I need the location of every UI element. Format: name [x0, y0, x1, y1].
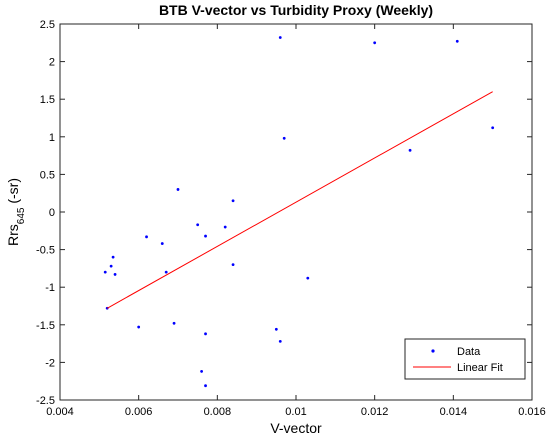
y-tick-label: 0 [49, 207, 55, 219]
data-point [103, 270, 107, 274]
data-point [278, 36, 282, 39]
data-point [113, 273, 117, 276]
data-point [176, 188, 180, 191]
data-point [172, 321, 176, 325]
y-tick-label: -2.5 [36, 395, 55, 407]
x-tick-label: 0.012 [361, 406, 389, 418]
legend-label: Linear Fit [457, 362, 503, 374]
y-axis-label-subscript: 645 [16, 207, 27, 224]
y-tick-label: -2 [45, 357, 55, 369]
legend: Data Linear Fit [404, 338, 526, 380]
data-point [109, 264, 113, 268]
data-point [204, 332, 207, 336]
data-point [274, 327, 278, 331]
y-tick-label: 2.5 [40, 19, 55, 31]
y-axis-label: Rrs645 (-sr) [5, 178, 27, 246]
data-point [196, 223, 200, 227]
y-axis-label-unit: (-sr) [5, 178, 21, 208]
y-axis-label-main: Rrs [5, 224, 21, 246]
x-tick-label: 0.004 [46, 406, 74, 418]
data-point [160, 242, 164, 245]
data-point [408, 148, 412, 152]
data-point [306, 276, 310, 280]
y-tick-label: -0.5 [36, 245, 55, 257]
y-tick-label: 2 [49, 57, 55, 69]
chart-title: BTB V-vector vs Turbidity Proxy (Weekly) [159, 2, 433, 18]
x-tick-label: 0.014 [440, 406, 468, 418]
data-point [145, 235, 148, 239]
legend-marker-data [431, 349, 435, 353]
data-point [373, 41, 377, 45]
legend-box [404, 338, 526, 380]
x-tick-label: 0.01 [285, 406, 306, 418]
x-axis-label: V-vector [270, 420, 322, 436]
x-tick-label: 0.016 [518, 406, 546, 418]
data-point [278, 339, 282, 343]
y-tick-label: 0.5 [40, 169, 55, 181]
data-point [231, 263, 235, 267]
data-point [231, 199, 235, 203]
data-point [491, 126, 495, 130]
data-point [455, 39, 459, 43]
data-point [204, 384, 207, 388]
data-point [223, 225, 227, 229]
y-axis-ticks: -2.5 -2 -1.5 -1 -0.5 0 0.5 1 1.5 2 2.5 [36, 19, 532, 407]
x-axis-ticks: 0.004 0.006 0.008 0.01 0.012 0.014 0.016 [46, 24, 546, 418]
data-point [164, 270, 168, 274]
data-point [204, 234, 207, 238]
plot-area [59, 23, 533, 401]
y-tick-label: 1 [49, 132, 55, 144]
data-point [111, 255, 115, 259]
data-point [137, 325, 141, 329]
linear-fit-line [106, 91, 493, 309]
y-tick-label: -1.5 [36, 320, 55, 332]
data-point [282, 136, 286, 140]
data-point [200, 370, 204, 373]
y-tick-label: -1 [45, 282, 55, 294]
legend-label: Data [457, 346, 481, 358]
x-tick-label: 0.008 [204, 406, 232, 418]
y-tick-label: 1.5 [40, 94, 55, 106]
axes-box [59, 23, 533, 401]
x-tick-label: 0.006 [125, 406, 153, 418]
